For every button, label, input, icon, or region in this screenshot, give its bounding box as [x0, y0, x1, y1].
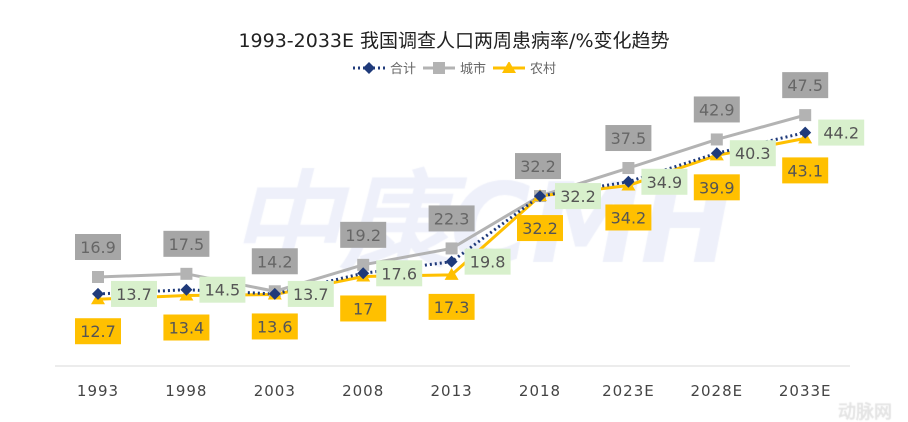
data-label: 13.7 [116, 285, 152, 304]
data-point-diamond [268, 287, 281, 300]
legend-item: 合计 [352, 58, 416, 77]
legend-label: 合计 [389, 62, 416, 77]
data-point-square [92, 271, 104, 283]
data-label-box [693, 174, 740, 201]
data-label: 17.3 [434, 298, 470, 317]
data-label-box [464, 248, 511, 275]
data-label: 42.9 [699, 100, 735, 119]
data-label: 19.2 [345, 226, 381, 245]
data-label: 43.1 [787, 161, 823, 180]
data-label-box [163, 314, 210, 341]
data-label: 47.5 [787, 76, 823, 95]
data-point-square [445, 242, 458, 255]
data-label-box [555, 183, 601, 210]
data-point-diamond [799, 126, 812, 139]
data-label-box [782, 72, 829, 99]
data-label: 12.7 [80, 322, 116, 341]
data-point-square [622, 162, 635, 175]
data-label-box [428, 205, 475, 232]
x-tick-label: 2018 [519, 382, 561, 400]
x-tick-label: 1998 [165, 382, 207, 400]
data-label: 22.3 [434, 209, 470, 228]
data-label: 19.8 [470, 253, 506, 272]
data-label-box [163, 230, 210, 257]
data-point-square [710, 133, 723, 146]
data-label: 16.9 [80, 238, 116, 257]
square-legend-icon [432, 61, 445, 74]
x-tick-label: 2028E [690, 382, 743, 400]
data-label-box [111, 280, 157, 307]
data-label-box [515, 153, 561, 180]
data-point-square [180, 267, 193, 280]
data-label-box [376, 260, 423, 287]
chart-title: 1993-2033E 我国调查人口两周患病率/%变化趋势 [238, 30, 670, 52]
data-label-box [75, 234, 121, 260]
data-label: 17.5 [169, 235, 205, 254]
data-point-diamond [357, 267, 370, 280]
data-label-box [605, 204, 652, 231]
data-label: 34.2 [611, 208, 647, 227]
data-point-diamond [445, 255, 458, 268]
data-label: 39.9 [699, 178, 735, 197]
data-point-diamond [622, 175, 635, 188]
data-label-box [287, 280, 334, 307]
data-label-box [340, 221, 387, 248]
data-label: 13.7 [293, 285, 329, 304]
data-label: 32.2 [522, 219, 558, 238]
legend: 合计 城市 农村 [0, 58, 908, 78]
data-label-box [428, 293, 475, 320]
data-label: 37.5 [611, 129, 647, 148]
legend-label: 城市 [459, 62, 486, 77]
legend-label: 农村 [530, 62, 557, 77]
data-point-diamond [180, 283, 193, 296]
data-label-box [199, 276, 246, 303]
data-point-triangle [444, 267, 459, 280]
data-label: 32.2 [560, 187, 596, 206]
data-label-box [517, 215, 563, 242]
x-tick-label: 2023E [602, 382, 655, 400]
data-point-diamond [534, 190, 546, 203]
data-label-box [605, 125, 652, 152]
x-tick-label: 2013 [431, 382, 473, 400]
x-tick-label: 1993 [77, 382, 119, 400]
data-label-box [729, 140, 776, 167]
data-point-diamond [710, 147, 723, 160]
data-label-box [818, 119, 865, 146]
data-point-square [799, 109, 812, 122]
data-label: 13.4 [169, 319, 205, 338]
diamond-legend-icon [362, 61, 375, 74]
triangle-legend-icon [502, 61, 516, 73]
legend-item: 城市 [422, 58, 486, 77]
data-label-box [251, 248, 298, 275]
data-label-box [693, 96, 740, 123]
data-label: 40.3 [735, 144, 771, 163]
data-label: 44.2 [823, 124, 859, 143]
data-label-box [782, 157, 829, 184]
data-label: 32.2 [520, 157, 556, 176]
x-tick-label: 2008 [342, 382, 384, 400]
data-label: 34.9 [647, 173, 683, 192]
x-tick-label: 2033E [779, 382, 832, 400]
data-point-diamond [92, 287, 104, 300]
legend-item: 农村 [492, 58, 556, 77]
data-label-box [641, 168, 688, 195]
data-label: 14.5 [205, 281, 241, 300]
x-tick-label: 2003 [254, 382, 296, 400]
data-label: 13.6 [257, 317, 293, 336]
data-label: 17 [353, 299, 373, 318]
data-label-box [75, 318, 121, 345]
data-label-box [251, 313, 298, 340]
data-label: 14.2 [257, 252, 293, 271]
data-label-box [340, 295, 387, 322]
data-label: 17.6 [381, 264, 417, 283]
data-point-square [357, 258, 370, 271]
